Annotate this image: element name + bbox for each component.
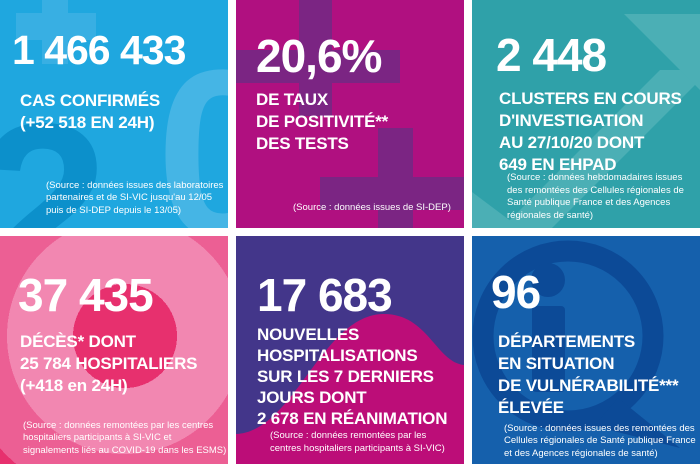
stat-label: CLUSTERS EN COURS D'INVESTIGATION AU 27/…: [499, 89, 682, 174]
stat-label: CAS CONFIRMÉS (+52 518 EN 24H): [20, 91, 161, 132]
tile-hospitalisations: 17 683 NOUVELLES HOSPITALISATIONS SUR LE…: [236, 236, 464, 464]
stat-label: DÉCÈS* DONT 25 784 HOSPITALIERS (+418 en…: [20, 332, 198, 395]
stat-source: (Source : données remontées par les cent…: [23, 419, 227, 456]
stat-label: DE TAUX DE POSITIVITÉ** DES TESTS: [256, 90, 389, 153]
stat-number: 96: [491, 266, 541, 318]
stat-source: (Source : données issues des remontées d…: [504, 422, 696, 459]
stat-label: DÉPARTEMENTS EN SITUATION DE VULNÉRABILI…: [498, 332, 679, 417]
stat-source: (Source : données issues de SI-DEP): [293, 201, 451, 213]
stat-source: (Source : données hebdomadaires issues d…: [507, 172, 684, 221]
stat-number: 20,6%: [256, 30, 382, 82]
tile-taux-positivite: 20,6% DE TAUX DE POSITIVITÉ** DES TESTS …: [236, 0, 464, 228]
stat-number: 1 466 433: [12, 27, 186, 73]
tile-cas-confirmes: 2 0 1 466 433 CAS CONFIRMÉS (+52 518 EN …: [0, 0, 228, 228]
stat-source: (Source : données remontées par les cent…: [270, 430, 445, 454]
tile-deces: 37 435 DÉCÈS* DONT 25 784 HOSPITALIERS (…: [0, 236, 228, 464]
stat-number: 37 435: [18, 269, 154, 321]
stat-source: (Source : données issues des laboratoire…: [46, 179, 224, 216]
stat-label: NOUVELLES HOSPITALISATIONS SUR LES 7 DER…: [257, 325, 448, 428]
tile-clusters: 2 448 CLUSTERS EN COURS D'INVESTIGATION …: [472, 0, 700, 228]
stat-number: 2 448: [496, 29, 607, 81]
stat-number: 17 683: [257, 269, 393, 321]
tile-departements-vulnerabilite: 96 DÉPARTEMENTS EN SITUATION DE VULNÉRAB…: [472, 236, 700, 464]
